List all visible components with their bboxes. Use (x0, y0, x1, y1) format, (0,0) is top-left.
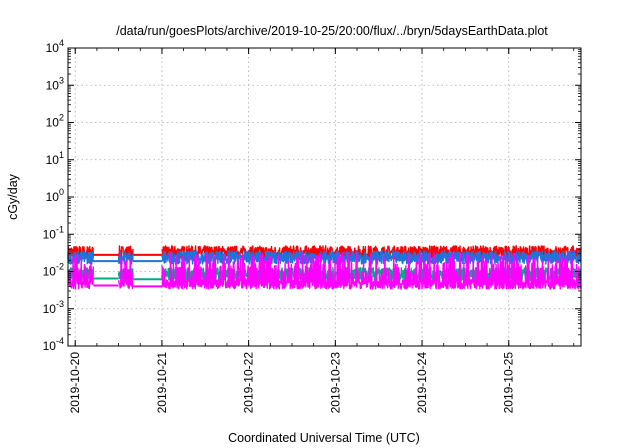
x-axis-label: Coordinated Universal Time (UTC) (228, 431, 420, 445)
y-tick-label: 10-1 (43, 224, 64, 241)
x-tick-label: 2019-10-25 (502, 352, 516, 414)
series-line (161, 252, 582, 290)
x-tick-label: 2019-10-22 (242, 352, 256, 414)
y-tick-label: 10-3 (43, 299, 64, 316)
y-tick-label: 101 (46, 150, 64, 167)
y-tick-label: 10-2 (43, 262, 64, 279)
series-line (117, 256, 134, 290)
y-axis: 10-4 10-3 10-2 10-1 100 101 102 103 104 (43, 38, 581, 353)
series-line (67, 254, 94, 290)
y-axis-label: cGy/day (6, 173, 20, 220)
x-axis: 2019-10-20 2019-10-21 2019-10-22 2019-10-23… (68, 48, 575, 414)
y-tick-label: 103 (46, 75, 64, 92)
y-tick-label: 100 (46, 187, 64, 204)
y-tick-label: 10-4 (43, 336, 64, 353)
x-tick-label: 2019-10-24 (415, 352, 429, 414)
series-group (67, 245, 582, 290)
y-tick-label: 104 (46, 38, 64, 55)
x-tick-label: 2019-10-23 (328, 352, 342, 414)
x-tick-label: 2019-10-20 (68, 352, 82, 414)
chart-title: /data/run/goesPlots/archive/2019-10-25/2… (116, 24, 548, 38)
grid (68, 48, 581, 346)
series-line (67, 250, 94, 265)
y-tick-label: 102 (46, 113, 64, 130)
x-tick-label: 2019-10-21 (155, 352, 169, 414)
